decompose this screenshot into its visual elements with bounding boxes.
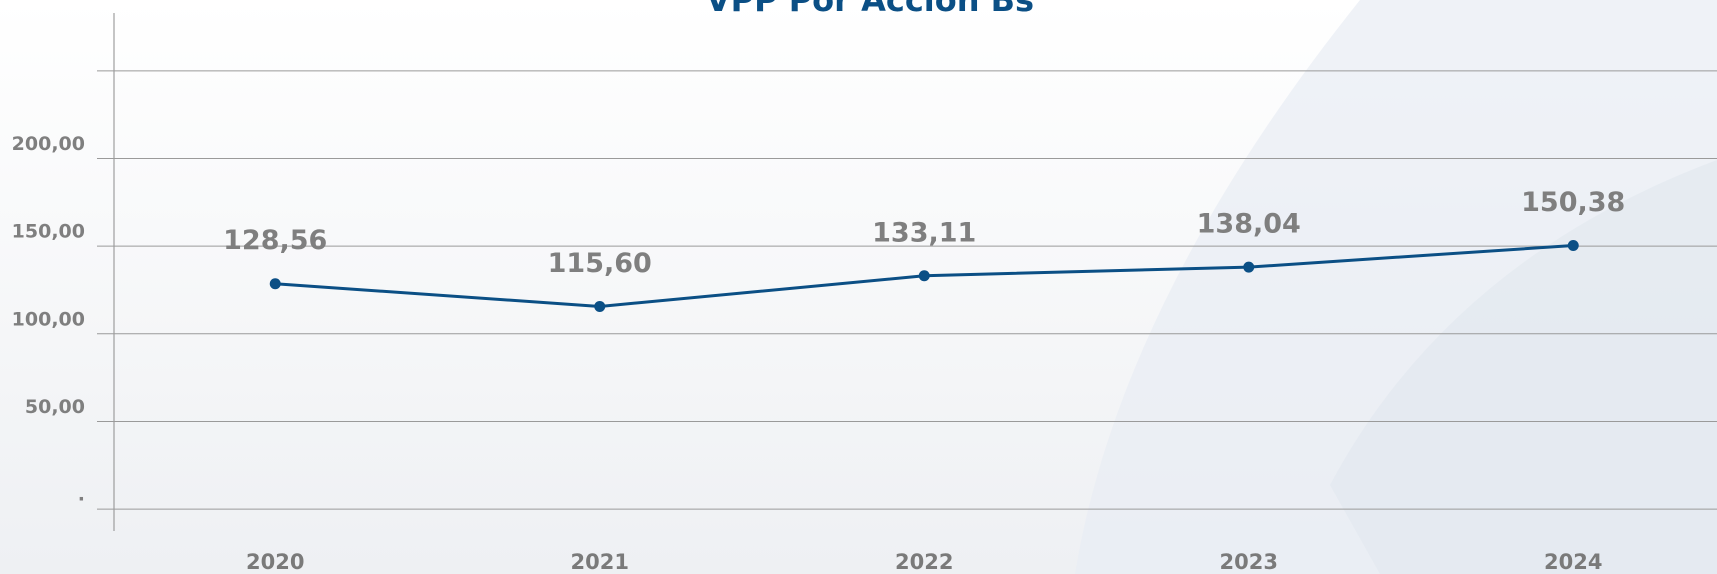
point [594,300,606,312]
x-tick-label: 2024 [1544,550,1602,574]
chart-title: VPP Por Acción Bs [706,0,1034,19]
y-tick-label: 200,00 [12,133,85,155]
data-label: 128,56 [223,225,327,256]
data-label: 150,38 [1521,187,1625,218]
point [918,270,930,282]
x-tick-label: 2022 [895,550,953,574]
background-shape [1330,160,1717,574]
y-tick-label: 100,00 [12,308,85,330]
data-label: 138,04 [1197,209,1301,240]
point [1243,261,1255,273]
data-label: 133,11 [872,217,976,248]
x-tick-label: 2020 [246,550,304,574]
y-tick-label: 50,00 [25,396,85,418]
point [1567,239,1579,251]
y-tick-label: 150,00 [12,221,85,243]
x-tick-label: 2021 [571,550,629,574]
point [269,278,281,290]
data-label: 115,60 [548,248,652,279]
x-tick-label: 2023 [1220,550,1278,574]
y-tick-label: . [78,484,85,506]
